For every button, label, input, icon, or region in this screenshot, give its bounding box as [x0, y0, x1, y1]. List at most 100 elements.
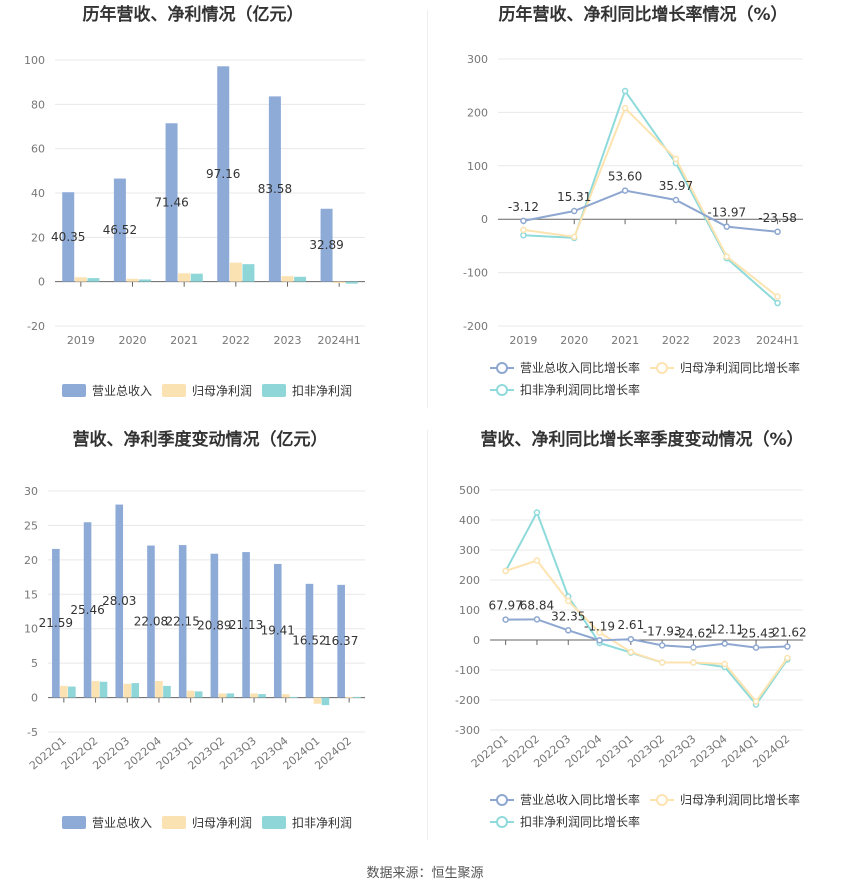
data-label: 19.41 — [261, 624, 295, 638]
legend-marker — [496, 362, 508, 374]
point-归母净利润同比增长率-2023Q4 — [721, 660, 728, 668]
bar-扣非净利润-2022Q4 — [163, 685, 171, 698]
legend-item: 营业总收入同比增长率 — [490, 792, 640, 807]
series-line-归母净利润同比增长率 — [523, 106, 779, 298]
bar-营业总收入-2022Q1 — [52, 548, 60, 698]
data-label: 53.60 — [608, 170, 642, 184]
x-tick-label: 2020 — [560, 334, 588, 347]
data-label: -23.58 — [758, 211, 797, 225]
x-tick-label: 2019 — [509, 334, 537, 347]
point-营业总收入同比增长率-2020 — [571, 207, 578, 215]
legend-label: 营业总收入同比增长率 — [520, 360, 640, 375]
legend-marker — [656, 794, 668, 806]
point-归母净利润同比增长率-2019 — [520, 226, 527, 234]
data-label: 21.13 — [229, 618, 263, 632]
bar-扣非净利润-2021 — [190, 273, 203, 282]
data-label: 16.52 — [292, 634, 326, 648]
legend-item: 归母净利润同比增长率 — [650, 792, 800, 807]
series-line-营业总收入同比增长率 — [505, 618, 788, 649]
bar-扣非净利润-2022 — [242, 264, 255, 282]
bar-扣非净利润-2022Q3 — [131, 683, 140, 698]
data-label: 2.61 — [617, 618, 644, 632]
y-tick-label: 100 — [467, 160, 488, 173]
legend-marker — [656, 362, 668, 374]
legend-item: 扣非净利润同比增长率 — [490, 814, 640, 829]
data-label: -13.97 — [707, 206, 746, 220]
bar-营业总收入-2022Q3 — [115, 504, 124, 698]
bar-归母净利润-2023Q3 — [250, 693, 258, 698]
bar-归母净利润-2020 — [126, 278, 139, 282]
legend-label: 扣非净利润 — [292, 816, 352, 830]
bar-扣非净利润-2020 — [139, 279, 152, 282]
y-tick-label: 0 — [473, 634, 480, 647]
bar-归母净利润-2024Q2 — [345, 696, 353, 698]
point-营业总收入同比增长率-2023Q4 — [721, 640, 728, 647]
bar-归母净利润-2022Q4 — [155, 681, 163, 698]
legend-marker — [496, 816, 508, 828]
bar-营业总收入-2023Q4 — [273, 563, 282, 698]
point-营业总收入同比增长率-2021 — [621, 187, 629, 194]
legend-item: 扣非净利润同比增长率 — [490, 382, 640, 397]
data-label: 15.31 — [557, 190, 591, 204]
point-归母净利润同比增长率-2023 — [723, 253, 730, 260]
data-label: -1.19 — [584, 619, 615, 633]
point-营业总收入同比增长率-2019 — [520, 217, 527, 225]
y-tick-label: -20 — [27, 320, 45, 333]
bar-营业总收入-2024Q1 — [305, 583, 314, 698]
legend-swatch — [262, 384, 286, 397]
y-tick-label: 300 — [459, 544, 480, 557]
data-label: 21.59 — [39, 616, 73, 630]
legend-label: 归母净利润同比增长率 — [680, 792, 800, 807]
y-tick-label: 0 — [31, 692, 38, 705]
bar-归母净利润-2023Q4 — [281, 694, 290, 698]
bar-归母净利润-2022Q3 — [123, 683, 132, 698]
data-label: 46.52 — [103, 223, 137, 237]
data-label: 40.35 — [51, 230, 85, 244]
legend-label: 扣非净利润同比增长率 — [520, 382, 640, 397]
data-label: 28.03 — [102, 594, 136, 608]
y-tick-label: -100 — [455, 664, 480, 677]
legend-swatch — [162, 384, 186, 397]
y-tick-label: -200 — [455, 694, 480, 707]
legend-item: 扣非净利润 — [262, 816, 352, 830]
bar-归母净利润-2024H1 — [333, 281, 346, 283]
data-label: 97.16 — [206, 167, 240, 181]
point-归母净利润同比增长率-2023Q2 — [658, 659, 666, 666]
data-label: -24.62 — [674, 626, 713, 640]
data-label: 71.46 — [154, 195, 188, 209]
legend-swatch — [62, 816, 86, 829]
point-归母净利润同比增长率-2022 — [672, 155, 680, 163]
vertical-divider-bottom — [427, 430, 428, 840]
data-source-note: 数据来源：恒生聚源 — [366, 866, 484, 881]
data-label: 32.35 — [551, 609, 585, 623]
bar-归母净利润-2022Q1 — [60, 685, 68, 698]
bar-营业总收入-2023Q3 — [242, 552, 250, 698]
legend-label: 归母净利润同比增长率 — [680, 360, 800, 375]
y-tick-label: 200 — [467, 106, 488, 119]
chart-title: 历年营收、净利同比增长率情况（%） — [498, 4, 787, 25]
point-营业总收入同比增长率-2022Q1 — [502, 616, 509, 623]
y-tick-label: -200 — [463, 320, 488, 333]
y-tick-label: 20 — [24, 554, 38, 567]
point-归母净利润同比增长率-2022Q1 — [502, 567, 509, 575]
y-tick-label: 40 — [31, 187, 45, 200]
point-营业总收入同比增长率-2024Q2 — [784, 643, 791, 650]
series-line-归母净利润同比增长率 — [505, 559, 789, 704]
bar-扣非净利润-2023 — [294, 276, 307, 282]
legend-item: 扣非净利润 — [262, 384, 352, 398]
bar-营业总收入-2023Q1 — [178, 545, 187, 698]
point-归母净利润同比增长率-2023Q1 — [627, 648, 635, 656]
point-归母净利润同比增长率-2022Q3 — [565, 597, 572, 605]
legend-item: 归母净利润 — [162, 816, 252, 830]
vertical-divider-top — [427, 10, 428, 408]
y-tick-label: 400 — [459, 514, 480, 527]
y-tick-label: 200 — [459, 574, 480, 587]
y-tick-label: 0 — [481, 213, 488, 226]
data-label: 68.84 — [520, 598, 554, 612]
legend-item: 营业总收入 — [62, 384, 152, 398]
annual-growth-rate-chart: 历年营收、净利同比增长率情况（%） -200 -100 0 100 200 300 2019 2… — [463, 4, 803, 397]
data-label: 22.15 — [165, 614, 199, 628]
legend-item: 营业总收入同比增长率 — [490, 360, 640, 375]
point-归母净利润同比增长率-2024Q2 — [784, 654, 791, 662]
bar-扣非净利润-2024Q2 — [353, 696, 361, 698]
